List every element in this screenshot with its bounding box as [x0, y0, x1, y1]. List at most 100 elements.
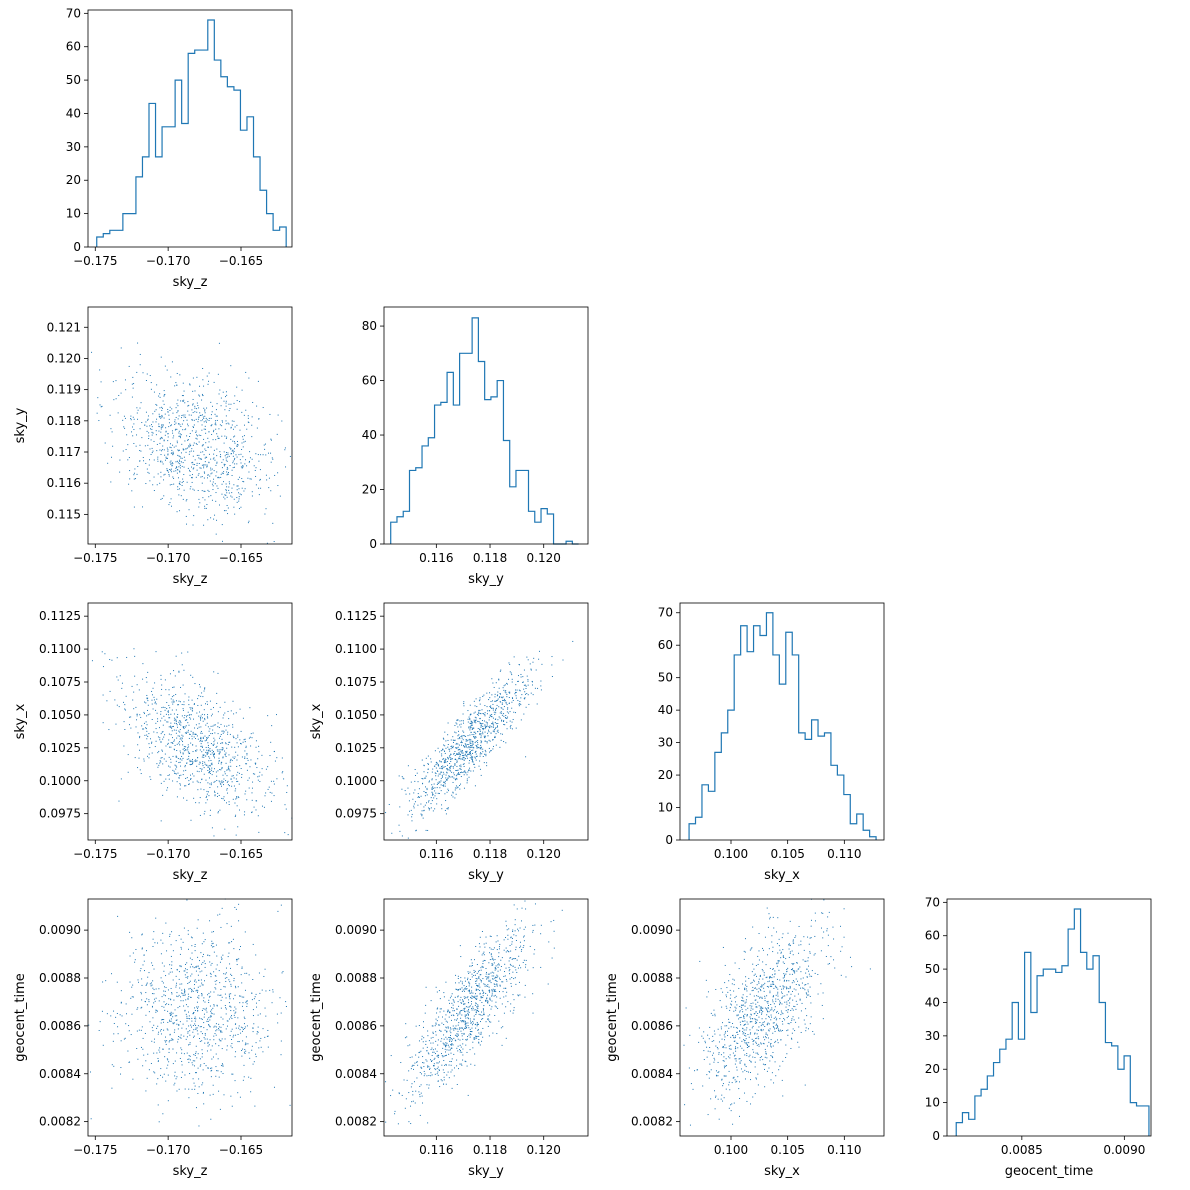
scatter-point — [468, 1006, 470, 1008]
scatter-point — [140, 1029, 142, 1031]
scatter-point — [236, 781, 238, 783]
scatter-point — [456, 1008, 458, 1010]
scatter-point — [495, 682, 497, 684]
scatter-point — [482, 966, 484, 968]
scatter-point — [153, 1002, 155, 1004]
scatter-point — [420, 813, 422, 815]
scatter-point — [126, 434, 128, 436]
scatter-point — [197, 1067, 199, 1069]
scatter-point — [495, 991, 497, 993]
scatter-point — [478, 711, 480, 713]
scatter-point — [289, 1104, 291, 1106]
scatter-point — [200, 435, 202, 437]
scatter-point — [172, 444, 174, 446]
scatter-point — [206, 1050, 208, 1052]
scatter-point — [242, 1048, 244, 1050]
scatter-point — [146, 734, 148, 736]
scatter-point — [170, 987, 172, 989]
scatter-point — [447, 744, 449, 746]
scatter-point — [146, 468, 148, 470]
scatter-point — [192, 404, 194, 406]
scatter-point — [234, 426, 236, 428]
scatter-point — [507, 707, 509, 709]
scatter-point — [128, 716, 130, 718]
scatter-point — [217, 812, 219, 814]
scatter-point — [228, 993, 230, 995]
scatter-point — [440, 778, 442, 780]
scatter-point — [163, 403, 165, 405]
scatter-point — [490, 701, 492, 703]
scatter-point — [192, 1025, 194, 1027]
scatter-point — [453, 1037, 455, 1039]
scatter-point — [483, 1014, 485, 1016]
scatter-point — [163, 390, 165, 392]
scatter-point — [158, 425, 160, 427]
scatter-point — [466, 778, 468, 780]
scatter-point — [102, 1044, 104, 1046]
scatter-point — [206, 465, 208, 467]
scatter-point — [134, 675, 136, 677]
scatter-point — [527, 659, 529, 661]
scatter-point — [199, 1065, 201, 1067]
scatter-point — [206, 421, 207, 423]
scatter-point — [494, 959, 496, 961]
scatter-point — [417, 804, 419, 806]
scatter-point — [202, 953, 204, 955]
scatter-point — [495, 712, 497, 714]
scatter-point — [242, 1079, 244, 1081]
scatter-point — [215, 415, 217, 417]
scatter-point — [241, 411, 243, 413]
scatter-point — [226, 452, 228, 454]
scatter-point — [428, 1040, 430, 1042]
scatter-point — [520, 967, 522, 969]
scatter-points — [88, 898, 291, 1127]
scatter-point — [101, 1010, 103, 1012]
scatter-point — [134, 655, 136, 657]
scatter-point — [202, 765, 204, 767]
scatter-point — [488, 989, 490, 991]
scatter-point — [481, 709, 483, 711]
scatter-point — [142, 1037, 144, 1039]
scatter-point — [115, 398, 117, 400]
scatter-point — [426, 789, 428, 791]
scatter-point — [429, 808, 431, 810]
scatter-point — [211, 1013, 213, 1015]
scatter-point — [101, 651, 103, 653]
scatter-point — [202, 696, 204, 698]
scatter-point — [120, 347, 122, 349]
scatter-point — [194, 950, 196, 952]
scatter-point — [179, 729, 181, 731]
scatter-point — [135, 478, 137, 480]
scatter-point — [242, 717, 244, 719]
scatter-point — [192, 390, 194, 392]
scatter-point — [422, 1047, 424, 1049]
scatter-point — [215, 771, 217, 773]
scatter-point — [191, 763, 193, 765]
scatter-point — [230, 403, 232, 405]
scatter-point — [434, 772, 436, 774]
scatter-point — [137, 1007, 139, 1009]
scatter-point — [217, 1028, 219, 1030]
scatter-point — [527, 679, 529, 681]
scatter-point — [451, 1047, 453, 1049]
scatter-point — [220, 1016, 222, 1018]
scatter-point — [227, 452, 229, 454]
scatter-point — [192, 1060, 194, 1062]
scatter-point — [160, 436, 162, 438]
scatter-point — [193, 703, 195, 705]
scatter-point — [456, 747, 458, 749]
scatter-point — [508, 678, 510, 680]
scatter-point — [205, 802, 207, 804]
scatter-point — [470, 1022, 472, 1024]
scatter-point — [229, 967, 231, 969]
scatter-point — [468, 769, 470, 771]
scatter-point — [208, 772, 210, 774]
scatter-point — [136, 719, 138, 721]
scatter-point — [151, 1005, 153, 1007]
scatter-point — [182, 748, 184, 750]
scatter-point — [164, 990, 166, 992]
scatter-point — [475, 988, 477, 990]
scatter-point — [509, 663, 511, 665]
scatter-point — [192, 708, 194, 710]
scatter-point — [475, 1009, 477, 1011]
